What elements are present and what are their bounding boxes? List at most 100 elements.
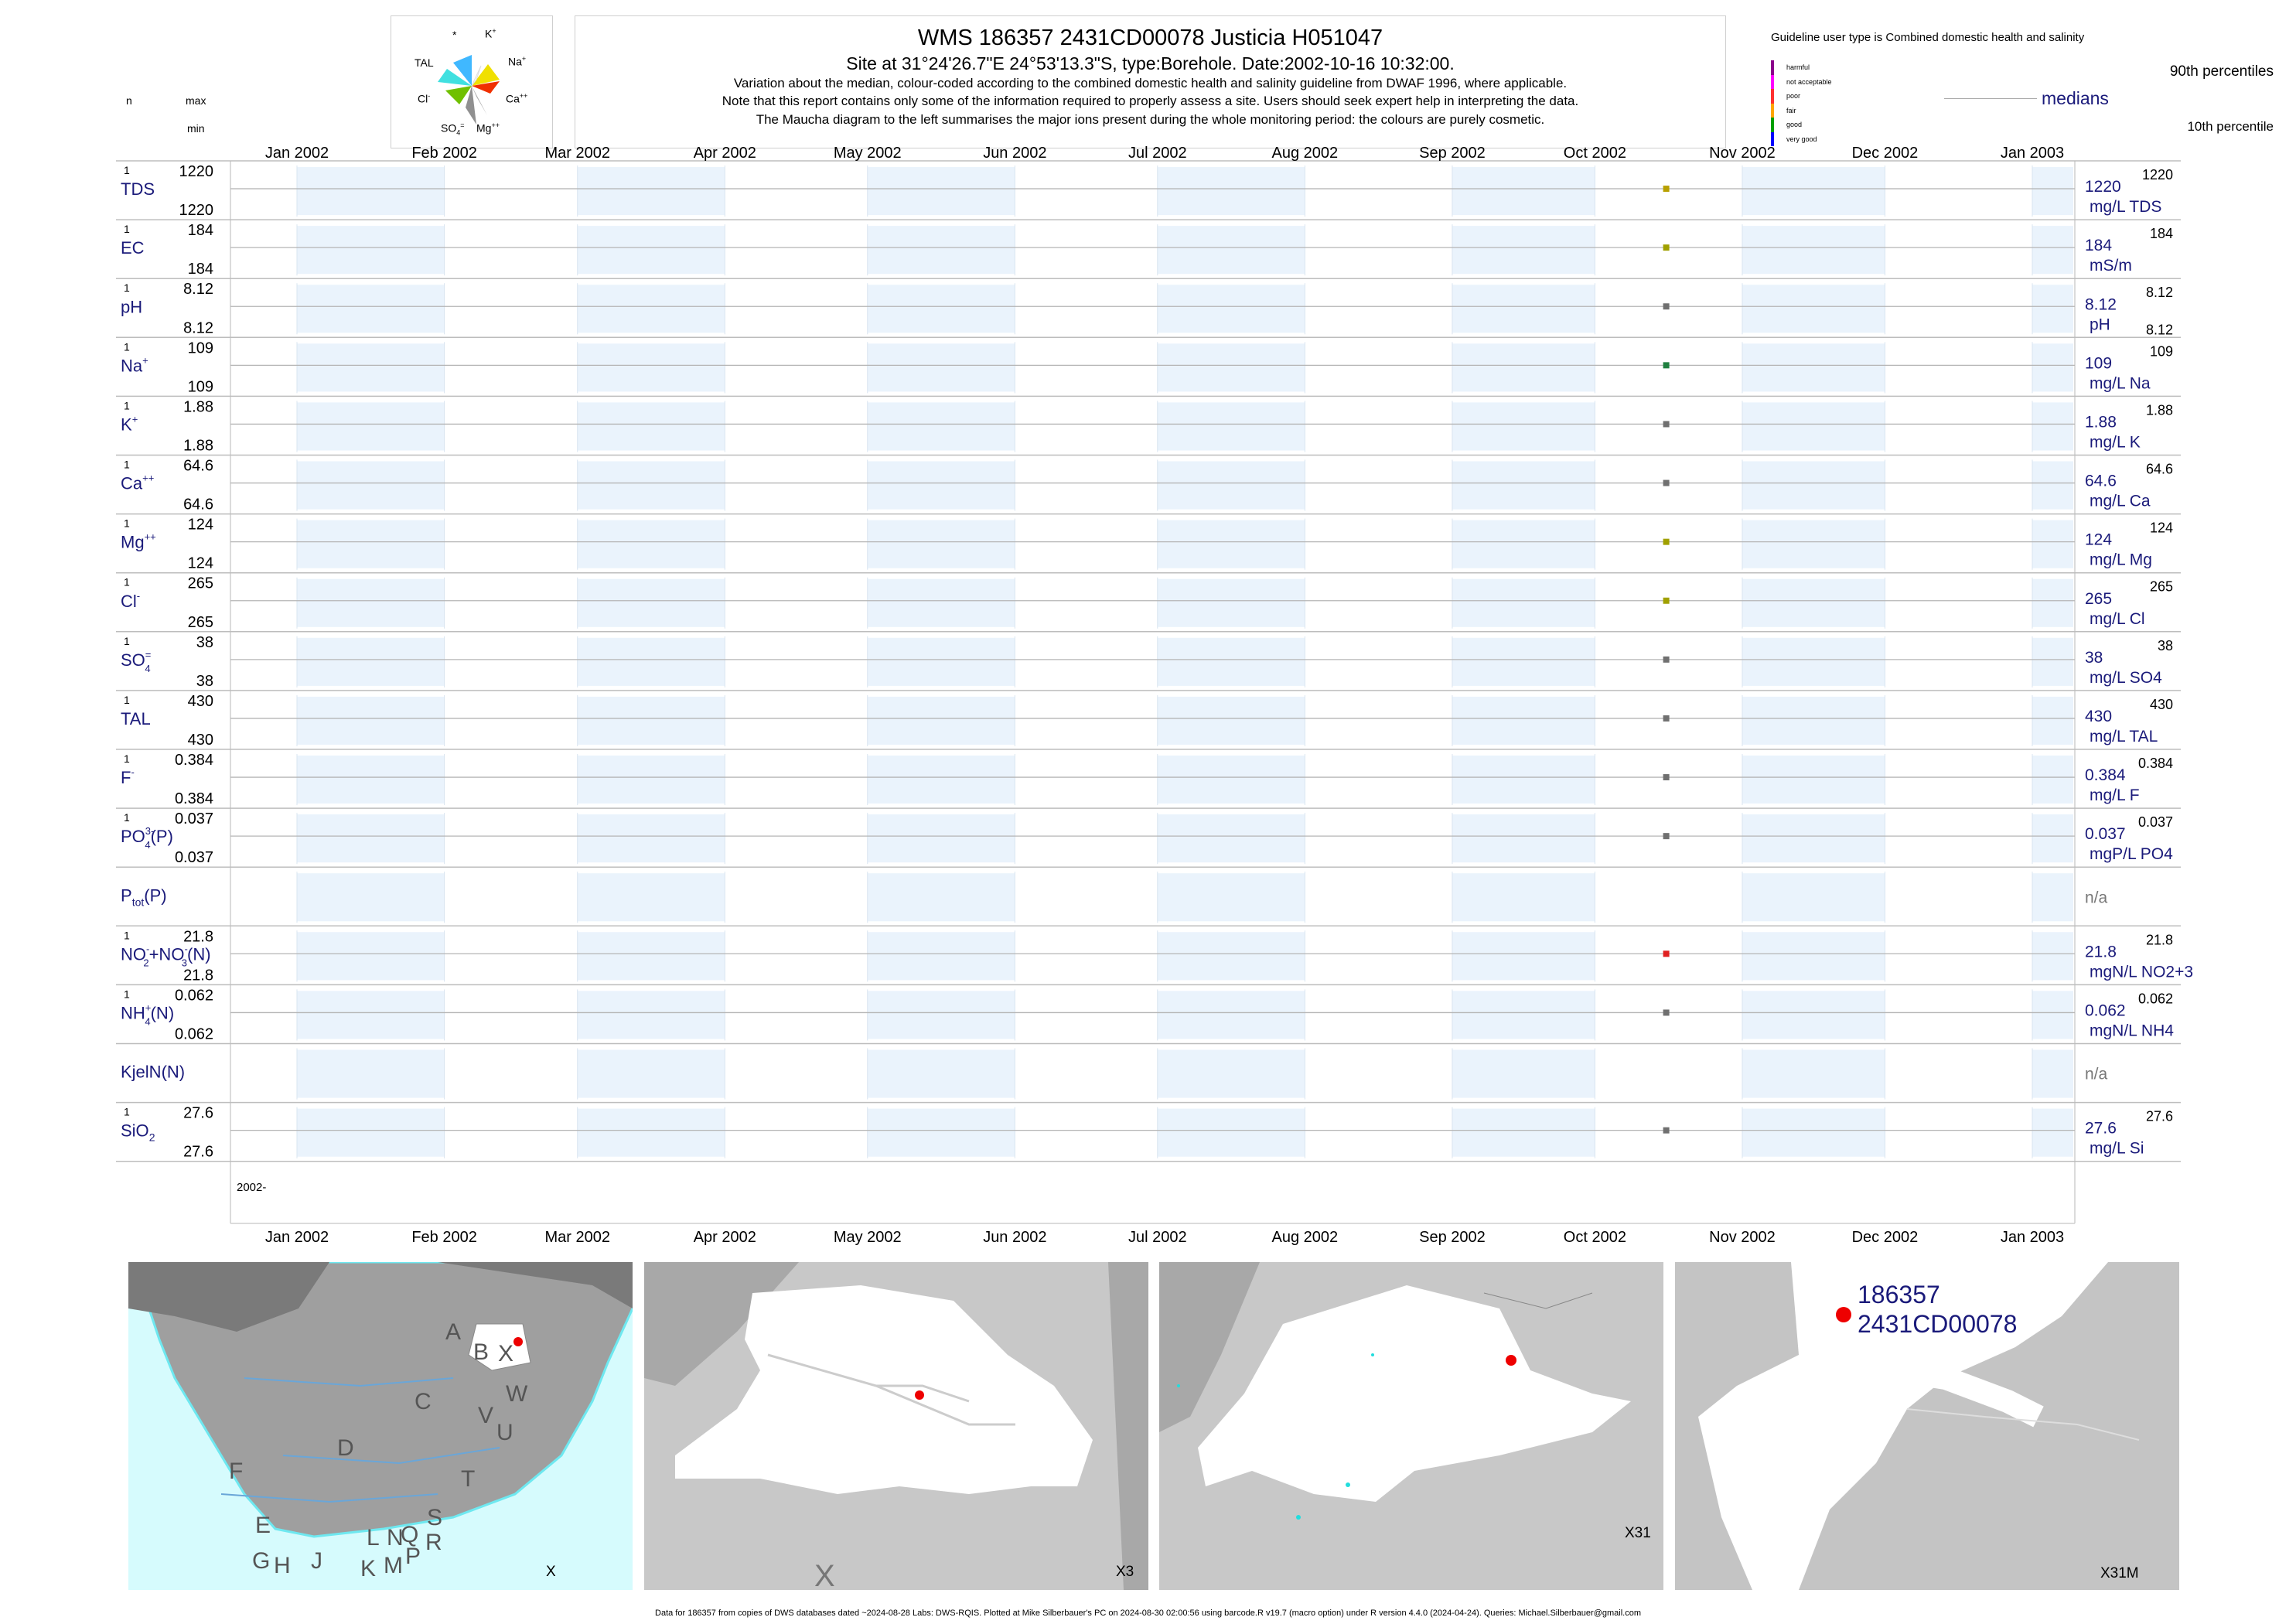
map-x3: X X3 (644, 1262, 1148, 1590)
region-letter: V (478, 1403, 493, 1428)
month-band (1157, 285, 1305, 333)
month-band (867, 1049, 1015, 1098)
panel-label-tal: TAL (121, 709, 151, 728)
month-band (1157, 520, 1305, 568)
panel-unit-f: mg/L F (2090, 786, 2140, 804)
month-band (577, 1049, 725, 1098)
map3-label: X31 (1625, 1525, 1651, 1541)
panel-min-tds: 1220 (179, 202, 214, 219)
page-title: WMS 186357 2431CD00078 Justicia H051047 (917, 26, 1383, 50)
x-tick-label-top: Jan 2002 (265, 145, 329, 162)
panel-unit-so4: mg/L SO4 (2090, 669, 2162, 687)
maucha-label-star: * (452, 29, 457, 41)
legend-p90: 90th percentiles (2169, 63, 2274, 80)
panel-min-mg: 124 (188, 555, 213, 572)
legend-color-3 (1771, 103, 1774, 118)
data-point-k (1663, 421, 1670, 428)
panel-median-no23: 21.8 (2085, 943, 2117, 960)
panel-median-na: 109 (2085, 354, 2112, 372)
month-band (2032, 520, 2073, 568)
panel-n-nh4: 1 (124, 988, 130, 1000)
data-point-po4 (1663, 833, 1670, 840)
month-band (297, 402, 445, 451)
month-band (2032, 402, 2073, 451)
x-tick-label-top: May 2002 (834, 145, 902, 162)
panel-min-f: 0.384 (175, 790, 213, 807)
panel-p90-ph: 8.12 (2146, 285, 2173, 300)
region-letter: F (229, 1459, 243, 1484)
panel-min-k: 1.88 (183, 438, 213, 455)
month-band (297, 756, 445, 804)
legend-medians: medians (2042, 88, 2109, 108)
month-band (2032, 1049, 2073, 1098)
month-band (1452, 873, 1595, 922)
month-band (297, 932, 445, 981)
month-band (297, 1049, 445, 1098)
region-letter: N (387, 1525, 404, 1551)
month-band (1452, 343, 1595, 392)
x-tick-label-bottom: Jan 2002 (265, 1229, 329, 1246)
region-letter: T (461, 1466, 475, 1492)
month-band (867, 873, 1015, 922)
month-band (1452, 1108, 1595, 1157)
month-band (1742, 991, 1885, 1039)
panel-max-po4: 0.037 (175, 810, 213, 827)
month-band (297, 637, 445, 686)
panel-label-mg: Mg++ (121, 531, 156, 552)
data-point-cl (1663, 597, 1670, 604)
region-letter: H (274, 1553, 291, 1578)
x-tick-label-top: Apr 2002 (694, 145, 756, 162)
panel-min-na: 109 (188, 378, 213, 395)
data-point-tds (1663, 186, 1670, 193)
panel-label-ca: Ca++ (121, 473, 154, 493)
region-letter: B (473, 1339, 489, 1365)
month-band (1157, 167, 1305, 216)
legend-class-label: fair (1786, 106, 1796, 114)
x-tick-label-bottom: Nov 2002 (1709, 1229, 1776, 1246)
panel-p90-f: 0.384 (2138, 756, 2173, 771)
x-tick-label-top: Jun 2002 (983, 145, 1046, 162)
panel-max-f: 0.384 (175, 752, 213, 769)
month-band (1157, 402, 1305, 451)
map4-site-code: 2431CD00078 (1858, 1310, 2018, 1338)
month-band (1157, 226, 1305, 275)
region-letter: S (427, 1505, 442, 1530)
region-letter: U (496, 1420, 513, 1445)
month-band (577, 520, 725, 568)
panel-median-f: 0.384 (2085, 766, 2126, 784)
month-band (1452, 1049, 1595, 1098)
panel-max-ph: 8.12 (183, 281, 213, 298)
month-band (1742, 461, 1885, 510)
panel-median-sio2: 27.6 (2085, 1120, 2117, 1138)
panel-n-sio2: 1 (124, 1106, 130, 1118)
panel-n-ph: 1 (124, 281, 130, 294)
month-band (1742, 343, 1885, 392)
panel-unit-cl: mg/L Cl (2090, 610, 2145, 628)
region-letter: Q (401, 1522, 418, 1547)
month-band (1157, 343, 1305, 392)
month-band (1742, 814, 1885, 863)
panel-p90-no23: 21.8 (2146, 932, 2173, 947)
x-tick-label-bottom: Jan 2003 (2001, 1229, 2064, 1246)
panel-label-no23: NO-2+NO-3(N) (121, 943, 211, 968)
region-letter: C (415, 1389, 432, 1414)
x-tick-label-bottom: Apr 2002 (694, 1229, 756, 1246)
month-band (577, 578, 725, 627)
month-band (1452, 756, 1595, 804)
month-band (1742, 637, 1885, 686)
map1-label: X (546, 1564, 556, 1580)
maucha-label-mg: Mg++ (476, 121, 500, 135)
x-tick-label-top: Dec 2002 (1852, 145, 1919, 162)
panel-median-ptot: n/a (2085, 889, 2108, 906)
month-band (2032, 167, 2073, 216)
legend-class-label: good (1786, 121, 1803, 128)
month-band (1452, 167, 1595, 216)
month-band (297, 696, 445, 745)
map4-label: X31M (2100, 1565, 2139, 1581)
panel-n-tal: 1 (124, 694, 130, 706)
x-tick-label-bottom: Oct 2002 (1564, 1229, 1626, 1246)
month-band (1742, 402, 1885, 451)
maucha-label-cl: Cl- (418, 92, 431, 105)
panel-median-po4: 0.037 (2085, 825, 2126, 843)
month-band (577, 285, 725, 333)
